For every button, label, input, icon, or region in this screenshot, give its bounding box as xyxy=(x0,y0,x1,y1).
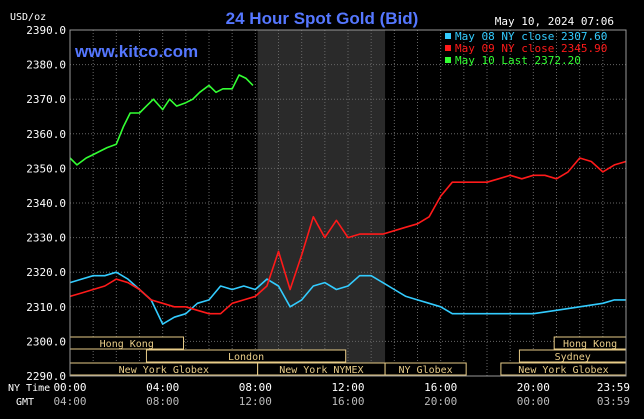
market-sessions: Hong Kong Hong Kong London Sydney New York G… xyxy=(69,336,627,376)
nymex-shaded-region xyxy=(257,30,386,376)
y-tick-label: 2370.0 xyxy=(26,93,66,106)
x-tick-label-gmt: 12:00 xyxy=(239,395,272,408)
legend-entry: May 10 Last 2372.20 xyxy=(455,54,581,67)
y-tick-label: 2290.0 xyxy=(26,370,66,383)
legend-entry: May 08 NY close 2307.60 xyxy=(455,30,607,43)
legend-swatch xyxy=(445,33,451,39)
x-tick-label-ny: 16:00 xyxy=(424,381,457,394)
legend-swatch xyxy=(445,57,451,63)
session-bar xyxy=(145,349,347,363)
y-tick-label: 2310.0 xyxy=(26,301,66,314)
session-label: Hong Kong xyxy=(100,339,154,350)
x-tick-label-gmt: 20:00 xyxy=(424,395,457,408)
series-line xyxy=(69,157,627,315)
y-axis-label: USD/oz xyxy=(10,12,46,23)
session-label: New York NYMEX xyxy=(279,365,363,376)
legend-swatch xyxy=(445,45,451,51)
y-tick-label: 2300.0 xyxy=(26,335,66,348)
y-tick-label: 2360.0 xyxy=(26,128,66,141)
x-tick-label-gmt: 04:00 xyxy=(53,395,86,408)
legend-entry: May 09 NY close 2345.90 xyxy=(455,42,607,55)
y-tick-label: 2330.0 xyxy=(26,232,66,245)
plot-frame xyxy=(69,29,627,377)
x-tick-label-ny: 23:59 xyxy=(597,381,630,394)
x-tick-label-gmt: 00:00 xyxy=(517,395,550,408)
session-label: Sydney xyxy=(555,352,591,363)
timestamp: May 10, 2024 07:06 xyxy=(495,15,614,28)
session-label: London xyxy=(228,352,264,363)
y-tick-labels: 2290.0 2300.0 2310.0 2320.0 2330.0 2340.0 2350… xyxy=(26,24,66,383)
y-tick-label: 2320.0 xyxy=(26,266,66,279)
session-label: NY Globex xyxy=(399,365,453,376)
y-tick-label: 2390.0 xyxy=(26,24,66,37)
x-tick-label-gmt: 08:00 xyxy=(146,395,179,408)
series-line xyxy=(69,74,254,166)
website-label: www.kitco.com xyxy=(74,42,198,61)
session-bar xyxy=(384,362,467,376)
y-tick-label: 2350.0 xyxy=(26,162,66,175)
ny-time-row-label: NY Time xyxy=(8,383,50,394)
x-tick-label-ny: 04:00 xyxy=(146,381,179,394)
y-tick-label: 2380.0 xyxy=(26,59,66,72)
x-tick-label-ny: 12:00 xyxy=(331,381,364,394)
x-tick-label-ny: 08:00 xyxy=(239,381,272,394)
series-lines xyxy=(69,74,627,325)
gmt-row-label: GMT xyxy=(16,397,34,408)
x-tick-label-ny: 20:00 xyxy=(517,381,550,394)
x-tick-label-ny: 00:00 xyxy=(53,381,86,394)
session-label: Hong Kong xyxy=(563,339,617,350)
chart-title: 24 Hour Spot Gold (Bid) xyxy=(226,9,419,28)
x-tick-label-gmt: 16:00 xyxy=(331,395,364,408)
x-tick-labels: 00:0004:0004:0008:0008:0012:0012:0016:00… xyxy=(53,381,630,408)
x-tick-label-gmt: 03:59 xyxy=(597,395,630,408)
y-tick-label: 2340.0 xyxy=(26,197,66,210)
session-label: New York Globex xyxy=(518,365,608,376)
session-label: New York Globex xyxy=(119,365,209,376)
